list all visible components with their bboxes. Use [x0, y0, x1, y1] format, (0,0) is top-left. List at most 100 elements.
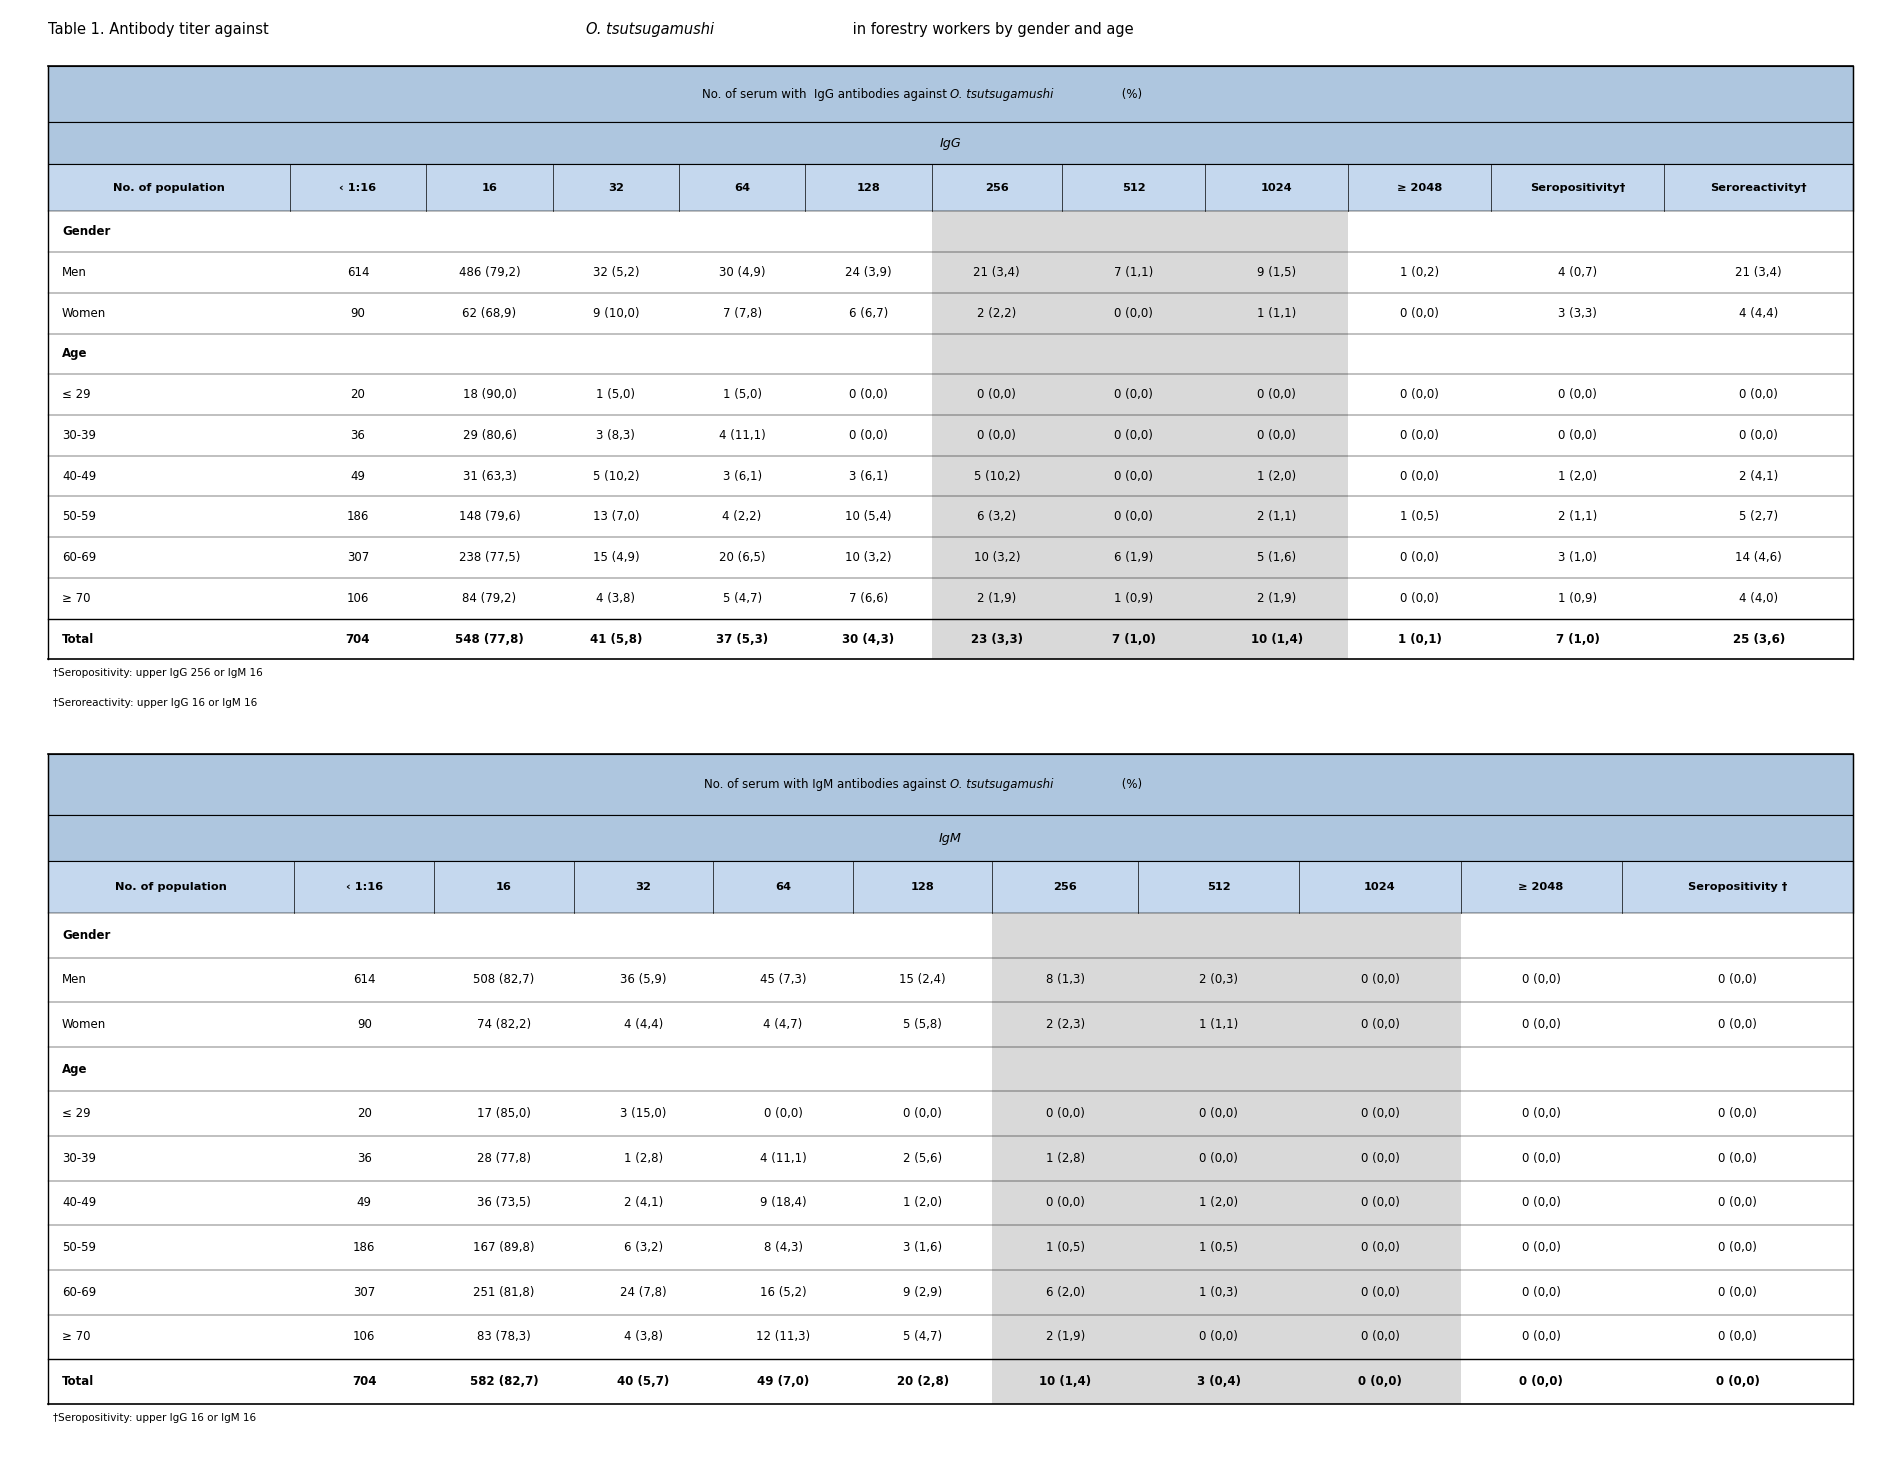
- Text: 0 (0,0): 0 (0,0): [1401, 470, 1439, 483]
- Text: 32 (5,2): 32 (5,2): [593, 267, 639, 278]
- Text: 0 (0,0): 0 (0,0): [1361, 1108, 1399, 1121]
- Bar: [679, 496, 806, 538]
- Text: 50-59: 50-59: [63, 1242, 95, 1254]
- Bar: [1300, 1360, 1460, 1404]
- Bar: [931, 619, 1063, 660]
- Bar: [806, 211, 931, 252]
- Text: Women: Women: [63, 306, 106, 320]
- Text: 0 (0,0): 0 (0,0): [1401, 592, 1439, 605]
- Bar: [1063, 415, 1205, 455]
- Text: 14 (4,6): 14 (4,6): [1736, 551, 1781, 564]
- Bar: [48, 1136, 295, 1181]
- Bar: [1139, 1047, 1300, 1091]
- Bar: [295, 1091, 433, 1136]
- Text: Men: Men: [63, 974, 87, 987]
- Bar: [931, 293, 1063, 333]
- Text: 9 (18,4): 9 (18,4): [760, 1196, 806, 1209]
- Bar: [433, 1091, 574, 1136]
- Text: 0 (0,0): 0 (0,0): [1361, 1196, 1399, 1209]
- Bar: [295, 1314, 433, 1360]
- Bar: [553, 374, 679, 415]
- Text: 16: 16: [481, 183, 498, 193]
- Bar: [426, 496, 553, 538]
- Bar: [433, 1136, 574, 1181]
- Text: 0 (0,0): 0 (0,0): [1401, 389, 1439, 401]
- Text: Total: Total: [63, 632, 95, 645]
- Bar: [1063, 538, 1205, 577]
- Bar: [433, 913, 574, 957]
- Bar: [426, 455, 553, 496]
- Text: 5 (2,7): 5 (2,7): [1739, 510, 1777, 523]
- Bar: [931, 538, 1063, 577]
- Text: 90: 90: [350, 306, 365, 320]
- Bar: [48, 252, 289, 293]
- Text: 0 (0,0): 0 (0,0): [1559, 429, 1597, 442]
- Bar: [433, 1181, 574, 1226]
- Text: 74 (82,2): 74 (82,2): [477, 1018, 530, 1031]
- Bar: [1139, 1226, 1300, 1270]
- Text: 20: 20: [357, 1108, 373, 1121]
- Text: †Seropositivity: upper IgG 16 or IgM 16: †Seropositivity: upper IgG 16 or IgM 16: [53, 1413, 257, 1423]
- Text: 0 (0,0): 0 (0,0): [1114, 510, 1154, 523]
- Bar: [1460, 1270, 1622, 1314]
- Bar: [553, 333, 679, 374]
- Text: 16: 16: [496, 882, 511, 893]
- Text: 5 (4,7): 5 (4,7): [722, 592, 762, 605]
- Text: 6 (2,0): 6 (2,0): [1046, 1286, 1085, 1299]
- Bar: [1139, 1091, 1300, 1136]
- Text: 512: 512: [1122, 183, 1146, 193]
- Text: 21 (3,4): 21 (3,4): [973, 267, 1021, 278]
- Bar: [1205, 293, 1348, 333]
- Bar: [426, 415, 553, 455]
- Text: 512: 512: [1207, 882, 1230, 893]
- Bar: [679, 333, 806, 374]
- Bar: [48, 415, 289, 455]
- Bar: [48, 1002, 295, 1047]
- Text: 30 (4,9): 30 (4,9): [719, 267, 766, 278]
- Text: 148 (79,6): 148 (79,6): [458, 510, 521, 523]
- Bar: [1622, 1314, 1853, 1360]
- Text: 2 (1,1): 2 (1,1): [1257, 510, 1296, 523]
- Bar: [1300, 1314, 1460, 1360]
- Bar: [553, 496, 679, 538]
- Text: 3 (3,3): 3 (3,3): [1559, 306, 1597, 320]
- Bar: [574, 913, 713, 957]
- Text: 36: 36: [357, 1152, 373, 1165]
- Bar: [679, 293, 806, 333]
- Bar: [1205, 333, 1348, 374]
- Text: 4 (11,1): 4 (11,1): [719, 429, 766, 442]
- Bar: [48, 293, 289, 333]
- Bar: [1205, 252, 1348, 293]
- Text: O. tsutsugamushi: O. tsutsugamushi: [950, 778, 1053, 791]
- Bar: [48, 374, 289, 415]
- Bar: [574, 1091, 713, 1136]
- Text: ≥ 70: ≥ 70: [63, 592, 91, 605]
- Text: 1024: 1024: [1365, 882, 1395, 893]
- Text: 0 (0,0): 0 (0,0): [1361, 974, 1399, 987]
- Bar: [854, 1047, 992, 1091]
- Text: 0 (0,0): 0 (0,0): [1361, 1018, 1399, 1031]
- Bar: [289, 415, 426, 455]
- Text: 7 (6,6): 7 (6,6): [848, 592, 888, 605]
- Text: 2 (1,9): 2 (1,9): [1046, 1330, 1085, 1343]
- Bar: [433, 1002, 574, 1047]
- Text: 2 (2,3): 2 (2,3): [1046, 1018, 1085, 1031]
- Bar: [992, 1270, 1139, 1314]
- Text: No. of serum with IgM antibodies against: No. of serum with IgM antibodies against: [705, 778, 950, 791]
- Bar: [289, 496, 426, 538]
- Text: 6 (3,2): 6 (3,2): [977, 510, 1017, 523]
- Bar: [289, 333, 426, 374]
- Text: 29 (80,6): 29 (80,6): [462, 429, 517, 442]
- Bar: [1622, 1047, 1853, 1091]
- Bar: [992, 1181, 1139, 1226]
- Text: 3 (1,0): 3 (1,0): [1559, 551, 1597, 564]
- Bar: [48, 455, 289, 496]
- Bar: [1460, 913, 1622, 957]
- Text: 3 (15,0): 3 (15,0): [620, 1108, 667, 1121]
- Bar: [289, 252, 426, 293]
- Text: 84 (79,2): 84 (79,2): [462, 592, 517, 605]
- Text: 30-39: 30-39: [63, 1152, 95, 1165]
- Text: 40-49: 40-49: [63, 1196, 97, 1209]
- Text: 4 (4,4): 4 (4,4): [1739, 306, 1777, 320]
- Bar: [433, 1047, 574, 1091]
